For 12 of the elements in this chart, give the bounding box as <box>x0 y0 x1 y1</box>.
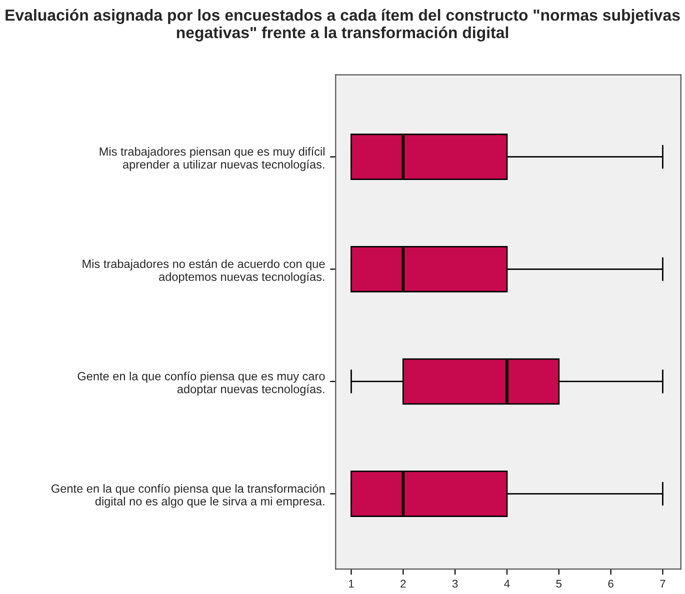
y-tick-label: Mis trabajadores piensan que es muy difícil aprender a utilizar nuevas tecnologías. <box>100 146 324 171</box>
y-tick-label: Gente en la que confío piensa que la transformación digital no es algo que le sirva a mi empresa. <box>52 484 324 508</box>
x-tick-label: 7 <box>660 580 666 588</box>
x-tick-label: 5 <box>556 580 562 588</box>
y-tick-label: Gente en la que confío piensa que es muy caro adoptar nuevas tecnologías. <box>78 372 325 396</box>
x-tick-label: 4 <box>504 580 510 588</box>
x-tick-label: 1 <box>348 580 354 588</box>
chart-title: Evaluación asignada por los encuestados a cada ítem del constructo "normas subjetivas negativas" frente a la transformación digital <box>6 8 680 42</box>
x-tick-label: 6 <box>608 580 614 588</box>
x-tick-label: 2 <box>400 580 406 588</box>
y-tick-label: Mis trabajadores no están de acuerdo con que adoptemos nuevas tecnologías. <box>82 259 325 284</box>
x-tick-label: 3 <box>452 580 458 588</box>
